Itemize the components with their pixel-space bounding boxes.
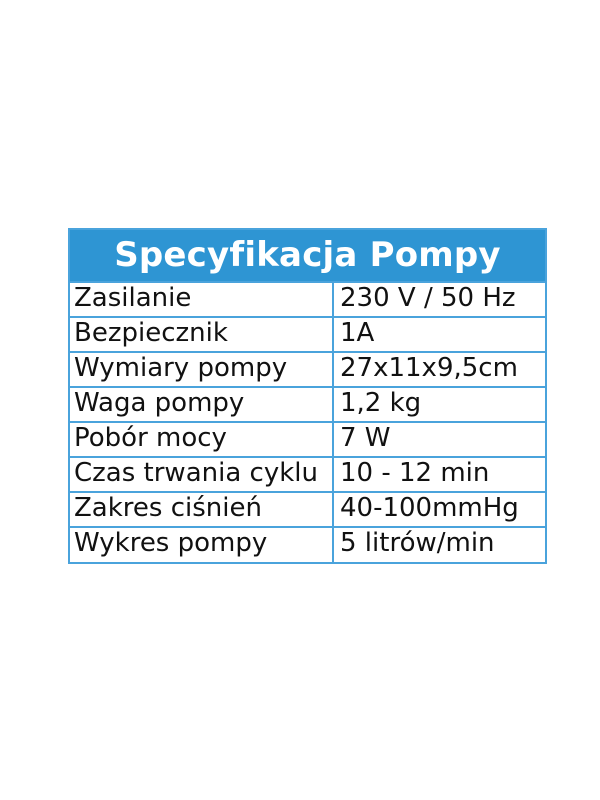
spec-table: Specyfikacja Pompy Zasilanie 230 V / 50 H… xyxy=(68,228,547,564)
spec-label: Zakres ciśnień xyxy=(70,493,334,526)
table-row: Wykres pompy 5 litrów/min xyxy=(70,526,545,562)
spec-label: Zasilanie xyxy=(70,283,334,316)
spec-label: Czas trwania cyklu xyxy=(70,458,334,491)
table-row: Wymiary pompy 27x11x9,5cm xyxy=(70,351,545,386)
spec-value: 10 - 12 min xyxy=(340,458,490,488)
spec-label: Waga pompy xyxy=(70,388,334,421)
table-row: Waga pompy 1,2 kg xyxy=(70,386,545,421)
spec-value: 230 V / 50 Hz xyxy=(340,283,516,313)
spec-value: 7 W xyxy=(340,423,391,453)
table-title: Specyfikacja Pompy xyxy=(70,230,545,281)
spec-value: 40-100mmHg xyxy=(340,493,519,523)
spec-value: 1A xyxy=(340,318,375,348)
table-row: Zasilanie 230 V / 50 Hz xyxy=(70,281,545,316)
spec-label: Wymiary pompy xyxy=(70,353,334,386)
spec-value: 5 litrów/min xyxy=(340,528,495,558)
spec-label: Wykres pompy xyxy=(70,528,334,562)
spec-value: 27x11x9,5cm xyxy=(340,353,518,383)
spec-label: Bezpiecznik xyxy=(70,318,334,351)
table-row: Pobór mocy 7 W xyxy=(70,421,545,456)
table-row: Czas trwania cyklu 10 - 12 min xyxy=(70,456,545,491)
spec-label: Pobór mocy xyxy=(70,423,334,456)
table-row: Zakres ciśnień 40-100mmHg xyxy=(70,491,545,526)
spec-value: 1,2 kg xyxy=(340,388,422,418)
table-row: Bezpiecznik 1A xyxy=(70,316,545,351)
